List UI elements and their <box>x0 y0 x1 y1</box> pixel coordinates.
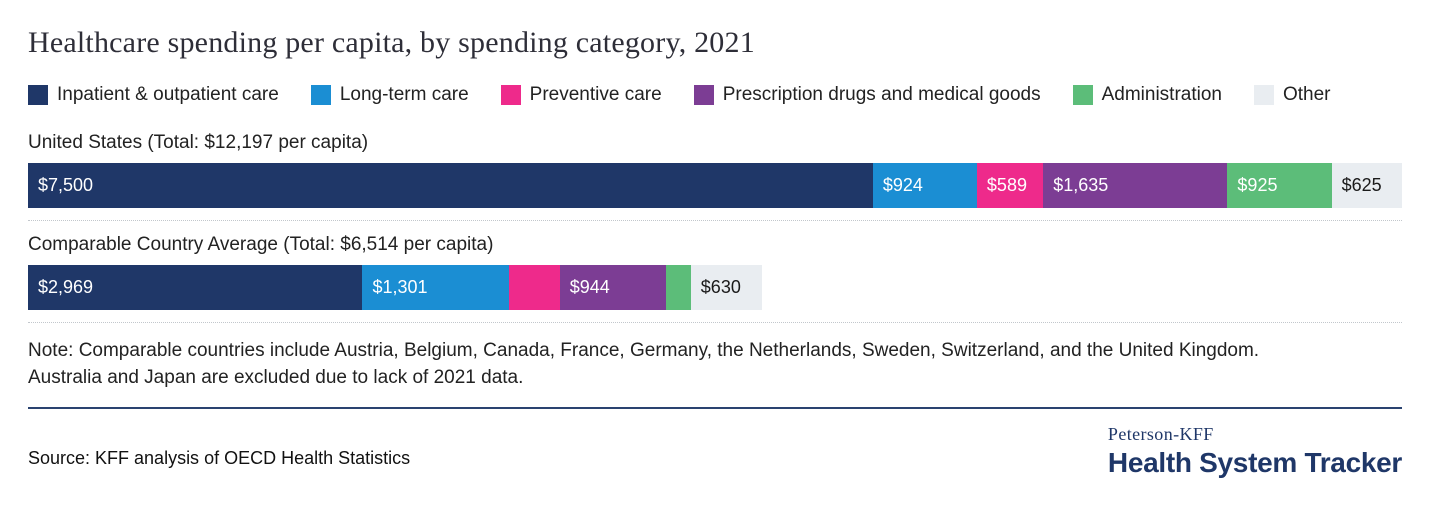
bar-rows: United States (Total: $12,197 per capita… <box>28 132 1403 323</box>
legend-swatch-other <box>1253 85 1274 105</box>
footer: Source: KFF analysis of OECD Health Stat… <box>28 423 1402 479</box>
logo-peterson-kff-text: Peterson-KFF <box>1107 423 1214 444</box>
note-text: Note: Comparable countries include Austr… <box>28 338 1402 392</box>
legend-swatch-administration <box>1072 85 1093 105</box>
logo-health-system-tracker-text: Health System Tracker <box>1107 446 1402 478</box>
segment-value-label: $1,635 <box>1053 175 1109 195</box>
legend-swatch-prescription-drugs-and-medical-goods <box>693 85 714 105</box>
legend-label: Long-term care <box>339 84 469 105</box>
bar-segment-long-term-care: $924 <box>872 163 977 208</box>
row-label: United States (Total: $12,197 per capita… <box>28 132 369 153</box>
bar-segment-prescription-drugs-and-medical-goods: $944 <box>559 265 667 310</box>
segment-value-label: $2,969 <box>38 277 94 297</box>
legend-label: Preventive care <box>529 84 662 105</box>
bar-segment-preventive-care: $589 <box>976 163 1044 208</box>
row-label: Comparable Country Average (Total: $6,51… <box>28 234 494 255</box>
note-line-2: Australia and Japan are excluded due to … <box>28 366 524 388</box>
legend-label: Prescription drugs and medical goods <box>722 84 1041 105</box>
legend: Inpatient & outpatient care Long-term car… <box>28 84 1402 106</box>
segment-value-label: $1,301 <box>372 277 428 297</box>
divider-rule <box>28 406 1402 409</box>
bar-segment-administration: $925 <box>1227 163 1332 208</box>
legend-item-administration: Administration <box>1072 84 1222 106</box>
bar-group-united-states: United States (Total: $12,197 per capita… <box>28 132 1403 221</box>
legend-label: Other <box>1282 84 1331 105</box>
legend-label: Administration <box>1101 84 1222 105</box>
peterson-kff-logo: Peterson-KFF Health System Tracker <box>1107 423 1402 479</box>
bar-segment-administration <box>666 265 691 310</box>
stacked-bar: $2,969 $1,301 $944 $630 <box>28 265 762 310</box>
bar-segment-inpatient-outpatient-care: $7,500 <box>28 163 873 208</box>
legend-item-inpatient-outpatient-care: Inpatient & outpatient care <box>28 84 279 106</box>
segment-value-label: $925 <box>1237 175 1278 195</box>
segment-value-label: $589 <box>986 175 1027 195</box>
bar-segment-preventive-care <box>509 265 560 310</box>
bar-segment-long-term-care: $1,301 <box>362 265 509 310</box>
source-text: Source: KFF analysis of OECD Health Stat… <box>28 447 411 468</box>
bar-segment-inpatient-outpatient-care: $2,969 <box>28 265 363 310</box>
legend-item-long-term-care: Long-term care <box>310 84 469 106</box>
bar-group-comparable-country-average: Comparable Country Average (Total: $6,51… <box>28 234 1402 323</box>
bar-segment-other: $630 <box>690 265 762 310</box>
segment-value-label: $944 <box>569 277 610 297</box>
chart-title: Healthcare spending per capita, by spend… <box>28 26 755 59</box>
segment-value-label: $7,500 <box>38 175 94 195</box>
stacked-bar: $7,500 $924 $589 $1,635 $925 $625 <box>28 163 1403 208</box>
legend-item-preventive-care: Preventive care <box>500 84 662 106</box>
bar-segment-other: $625 <box>1331 163 1403 208</box>
segment-value-label: $630 <box>700 277 741 297</box>
legend-item-prescription-drugs-and-medical-goods: Prescription drugs and medical goods <box>693 84 1041 106</box>
legend-swatch-inpatient-outpatient-care <box>28 85 48 105</box>
legend-label: Inpatient & outpatient care <box>57 84 279 105</box>
bar-segment-prescription-drugs-and-medical-goods: $1,635 <box>1043 163 1228 208</box>
legend-item-other: Other <box>1253 84 1331 106</box>
segment-value-label: $625 <box>1341 175 1382 195</box>
legend-swatch-preventive-care <box>500 85 521 105</box>
legend-swatch-long-term-care <box>310 85 331 105</box>
segment-value-label: $924 <box>882 175 923 195</box>
note-line-1: Note: Comparable countries include Austr… <box>28 340 1260 361</box>
